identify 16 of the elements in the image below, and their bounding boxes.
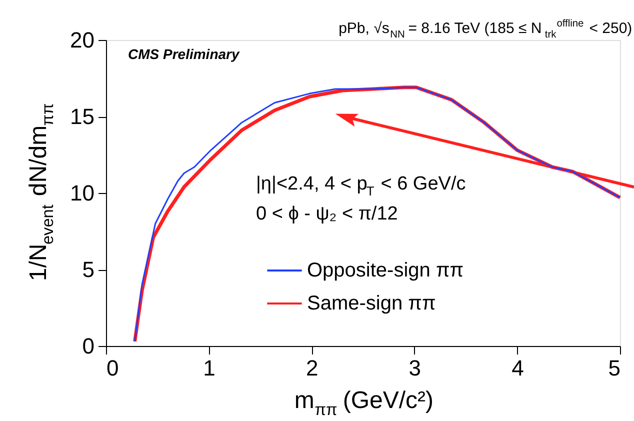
x-tick-label: 1 [203,356,216,380]
y-tick-label: 20 [70,28,94,52]
x-tick-label: 0 [106,356,119,380]
y-axis-title: 1/Nevent dN/dmππ [25,103,58,282]
y-tick-label: 10 [70,180,94,206]
x-tick-label: 3 [408,356,422,380]
y-tick-label: 0 [82,334,94,358]
y-tick-label: 5 [82,257,94,282]
y-tick-label: 15 [70,104,94,129]
x-tick-label: 2 [306,356,318,380]
annotation: CMS Preliminary [128,46,240,62]
legend-label: Opposite-sign ππ [307,260,464,282]
x-tick-label: 5 [608,356,620,380]
legend-label: Same-sign ππ [307,292,436,314]
x-tick-label: 4 [512,356,524,380]
annotation: 0 < ϕ - ψ₂ < π/12 [256,204,398,225]
